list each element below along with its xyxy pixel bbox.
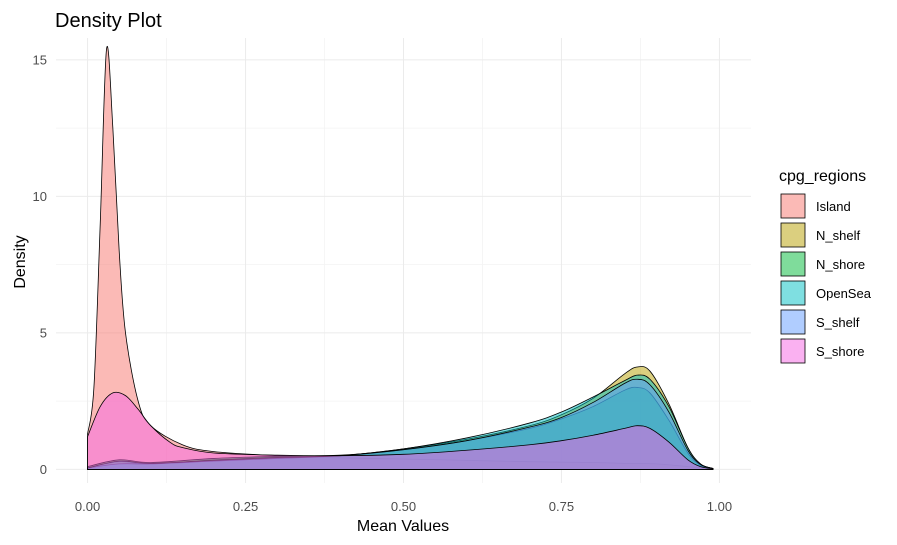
legend-title: cpg_regions bbox=[779, 168, 866, 185]
legend-label: OpenSea bbox=[816, 286, 872, 301]
x-tick-label: 0.25 bbox=[233, 499, 258, 514]
density-areas bbox=[87, 46, 714, 470]
y-axis-ticks: 0 5 10 15 bbox=[33, 52, 47, 477]
legend-swatch-s-shore bbox=[780, 338, 806, 364]
y-tick-label: 0 bbox=[40, 462, 47, 477]
y-tick-label: 10 bbox=[33, 189, 47, 204]
chart-title: Density Plot bbox=[55, 10, 162, 32]
legend-label: Island bbox=[816, 199, 851, 214]
legend-swatch-opensea bbox=[780, 280, 806, 306]
x-axis-title: Mean Values bbox=[357, 518, 449, 535]
x-tick-label: 0.00 bbox=[75, 499, 100, 514]
y-tick-label: 15 bbox=[33, 52, 47, 67]
x-tick-label: 1.00 bbox=[707, 499, 732, 514]
legend-swatch-n-shore bbox=[780, 251, 806, 277]
legend-label: S_shelf bbox=[816, 315, 860, 330]
y-tick-label: 5 bbox=[40, 325, 47, 340]
x-tick-label: 0.75 bbox=[549, 499, 574, 514]
y-axis-title: Density bbox=[12, 235, 29, 288]
x-tick-label: 0.50 bbox=[391, 499, 416, 514]
legend-label: N_shore bbox=[816, 257, 865, 272]
legend-label: N_shelf bbox=[816, 228, 860, 243]
x-axis-ticks: 0.00 0.25 0.50 0.75 1.00 bbox=[75, 499, 732, 514]
legend: cpg_regions Island N_shelf N_shore OpenSea S… bbox=[779, 168, 872, 364]
legend-swatch-island bbox=[780, 193, 806, 219]
density-area-s-shore bbox=[87, 391, 714, 470]
legend-label: S_shore bbox=[816, 344, 864, 359]
legend-swatch-s-shelf bbox=[780, 309, 806, 335]
legend-swatch-n-shelf bbox=[780, 222, 806, 248]
